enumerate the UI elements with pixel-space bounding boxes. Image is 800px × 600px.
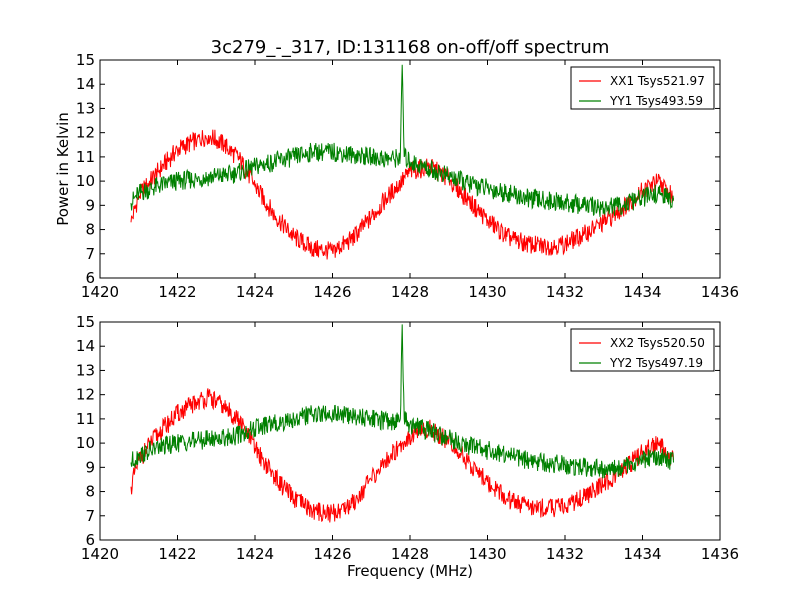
- y-tick-label: 6: [85, 269, 95, 287]
- x-tick-label: 1434: [623, 283, 661, 301]
- y-tick-label: 8: [85, 221, 95, 239]
- y-tick-label: 10: [76, 434, 95, 452]
- x-tick-label: 1432: [546, 545, 584, 563]
- legend-entry: XX2 Tsys520.50: [610, 336, 705, 350]
- y-tick-label: 14: [76, 75, 95, 93]
- y-tick-label: 8: [85, 483, 95, 501]
- x-axis-label: Frequency (MHz): [347, 562, 473, 580]
- series-line-xx1: [130, 129, 674, 260]
- legend-entry: XX1 Tsys521.97: [610, 74, 705, 88]
- legend-entry: YY1 Tsys493.59: [609, 94, 703, 108]
- y-tick-label: 15: [76, 51, 95, 69]
- series-line-xx2: [130, 388, 674, 523]
- y-tick-label: 10: [76, 172, 95, 190]
- panel-2: 1420 1422 1424 1426 1428 1430 1432 1434 1436 6 7 8 9…: [76, 313, 739, 563]
- legend-box: [570, 66, 715, 110]
- x-tick-label: 1428: [391, 283, 429, 301]
- series-line-yy1: [130, 64, 674, 217]
- plot-panels: 1420 1422 1424 1426 1428 1430 1432 1434 1436 6 7 8 9…: [76, 51, 739, 563]
- y-tick-label: 14: [76, 337, 95, 355]
- series-line-yy2: [130, 324, 674, 479]
- legend: XX1 Tsys521.97 YY1 Tsys493.59: [570, 66, 715, 110]
- y-tick-label: 7: [85, 245, 95, 263]
- x-tick-label: 1422: [158, 283, 196, 301]
- y-tick-label: 13: [76, 99, 95, 117]
- x-tick-label: 1430: [468, 283, 506, 301]
- x-tick-label: 1424: [236, 283, 274, 301]
- y-tick-label: 11: [76, 410, 95, 428]
- x-tick-label: 1426: [313, 545, 351, 563]
- chart-title: 3c279_-_317, ID:131168 on-off/off spectr…: [211, 37, 610, 58]
- x-tick-label: 1432: [546, 283, 584, 301]
- x-tick-label: 1434: [623, 545, 661, 563]
- y-tick-label: 12: [76, 386, 95, 404]
- y-tick-label: 6: [85, 531, 95, 549]
- legend-entry: YY2 Tsys497.19: [609, 356, 703, 370]
- x-tick-label: 1436: [701, 283, 739, 301]
- y-tick-label: 7: [85, 507, 95, 525]
- y-tick-label: 13: [76, 361, 95, 379]
- x-tick-label: 1426: [313, 283, 351, 301]
- x-tick-label: 1420: [81, 283, 119, 301]
- legend-box: [570, 328, 715, 372]
- x-tick-label: 1422: [158, 545, 196, 563]
- legend: XX2 Tsys520.50 YY2 Tsys497.19: [570, 328, 715, 372]
- y-tick-label: 15: [76, 313, 95, 331]
- y-tick-label: 9: [85, 196, 95, 214]
- y-tick-label: 9: [85, 458, 95, 476]
- y-axis-label: Power in Kelvin: [54, 112, 72, 226]
- x-tick-label: 1430: [468, 545, 506, 563]
- y-tick-label: 11: [76, 148, 95, 166]
- x-tick-label: 1420: [81, 545, 119, 563]
- y-tick-label: 12: [76, 124, 95, 142]
- x-tick-label: 1424: [236, 545, 274, 563]
- panel-1: 1420 1422 1424 1426 1428 1430 1432 1434 1436 6 7 8 9…: [76, 51, 739, 301]
- x-tick-label: 1428: [391, 545, 429, 563]
- x-tick-label: 1436: [701, 545, 739, 563]
